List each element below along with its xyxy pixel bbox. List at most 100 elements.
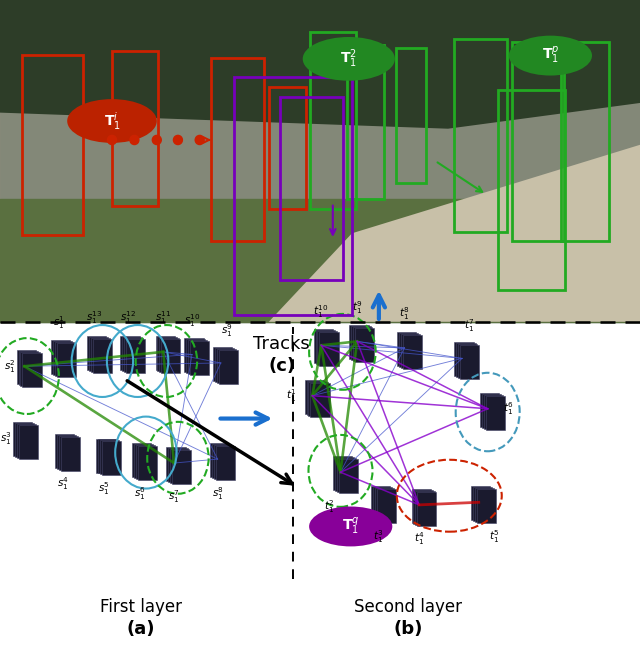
FancyBboxPatch shape [210, 443, 229, 477]
FancyBboxPatch shape [308, 382, 328, 416]
Text: $\mathbf{T}_1^q$: $\mathbf{T}_1^q$ [342, 516, 360, 537]
FancyBboxPatch shape [138, 446, 157, 480]
FancyBboxPatch shape [412, 489, 431, 523]
FancyBboxPatch shape [184, 339, 204, 373]
FancyBboxPatch shape [55, 434, 74, 468]
Text: $s_1^8$: $s_1^8$ [212, 485, 223, 502]
Text: Tracks: Tracks [253, 335, 310, 353]
FancyBboxPatch shape [170, 449, 189, 483]
Text: $t_1^6$: $t_1^6$ [502, 400, 514, 417]
FancyBboxPatch shape [401, 334, 420, 368]
Text: $s_1^5$: $s_1^5$ [98, 480, 109, 497]
FancyBboxPatch shape [454, 343, 474, 377]
Text: First layer: First layer [100, 598, 182, 616]
FancyBboxPatch shape [87, 336, 106, 370]
FancyBboxPatch shape [157, 337, 177, 371]
Text: (c): (c) [268, 357, 295, 375]
FancyBboxPatch shape [19, 425, 38, 459]
Polygon shape [269, 145, 640, 322]
FancyBboxPatch shape [307, 381, 326, 415]
Ellipse shape [509, 35, 592, 76]
Text: $t_1^4$: $t_1^4$ [413, 530, 425, 547]
FancyBboxPatch shape [57, 343, 76, 377]
Text: Second layer: Second layer [355, 598, 462, 616]
FancyBboxPatch shape [17, 424, 36, 458]
FancyBboxPatch shape [20, 352, 40, 386]
FancyBboxPatch shape [120, 336, 140, 370]
Text: $t_1^9$: $t_1^9$ [351, 299, 363, 316]
FancyBboxPatch shape [471, 487, 490, 521]
FancyBboxPatch shape [100, 441, 119, 475]
FancyBboxPatch shape [136, 445, 155, 479]
FancyBboxPatch shape [124, 337, 143, 371]
FancyBboxPatch shape [473, 487, 492, 521]
Text: $s_1^6$: $s_1^6$ [134, 485, 145, 502]
FancyBboxPatch shape [219, 350, 238, 384]
Text: $t_1^8$: $t_1^8$ [399, 305, 410, 322]
FancyBboxPatch shape [484, 395, 503, 429]
FancyBboxPatch shape [132, 443, 151, 477]
FancyBboxPatch shape [91, 337, 110, 371]
Circle shape [152, 135, 161, 145]
FancyBboxPatch shape [217, 349, 236, 383]
FancyBboxPatch shape [317, 332, 337, 365]
FancyBboxPatch shape [339, 459, 358, 493]
Circle shape [173, 135, 182, 145]
FancyBboxPatch shape [159, 337, 179, 371]
FancyBboxPatch shape [456, 343, 476, 377]
FancyBboxPatch shape [188, 341, 207, 374]
FancyBboxPatch shape [93, 339, 112, 373]
FancyBboxPatch shape [333, 456, 352, 490]
FancyBboxPatch shape [480, 392, 499, 427]
FancyBboxPatch shape [17, 351, 36, 385]
FancyBboxPatch shape [57, 435, 76, 469]
FancyBboxPatch shape [172, 450, 191, 484]
Text: $s_1^7$: $s_1^7$ [168, 489, 180, 506]
Text: $t_1^7$: $t_1^7$ [465, 317, 475, 334]
FancyBboxPatch shape [375, 488, 394, 522]
Text: $\mathbf{T}_1^p$: $\mathbf{T}_1^p$ [541, 45, 559, 66]
Circle shape [195, 135, 204, 145]
Circle shape [130, 135, 139, 145]
Text: $s_1^3$: $s_1^3$ [1, 430, 12, 447]
FancyBboxPatch shape [316, 330, 335, 364]
FancyBboxPatch shape [314, 330, 333, 364]
FancyBboxPatch shape [134, 444, 153, 478]
Ellipse shape [303, 37, 395, 80]
FancyBboxPatch shape [377, 489, 396, 523]
FancyBboxPatch shape [161, 339, 180, 373]
FancyBboxPatch shape [353, 328, 372, 361]
Text: $s_1^2$: $s_1^2$ [4, 358, 15, 375]
FancyBboxPatch shape [335, 457, 354, 491]
FancyBboxPatch shape [213, 347, 232, 381]
FancyBboxPatch shape [15, 423, 34, 457]
Ellipse shape [67, 99, 157, 143]
Circle shape [108, 135, 116, 145]
Text: $s_1^{12}$: $s_1^{12}$ [120, 309, 136, 326]
FancyBboxPatch shape [126, 339, 145, 373]
Text: $\mathbf{T}_1^i$: $\mathbf{T}_1^i$ [104, 110, 120, 132]
Text: $t_1^3$: $t_1^3$ [373, 528, 385, 545]
FancyBboxPatch shape [190, 341, 209, 375]
Text: $s_1^{11}$: $s_1^{11}$ [155, 309, 172, 326]
FancyBboxPatch shape [458, 344, 477, 378]
FancyBboxPatch shape [216, 446, 235, 480]
FancyBboxPatch shape [212, 444, 231, 478]
FancyBboxPatch shape [59, 436, 78, 470]
Text: $s_1^1$: $s_1^1$ [53, 314, 65, 331]
Text: (b): (b) [394, 620, 423, 638]
FancyBboxPatch shape [186, 339, 205, 373]
FancyBboxPatch shape [13, 422, 32, 456]
FancyBboxPatch shape [403, 335, 422, 369]
FancyBboxPatch shape [371, 487, 390, 521]
FancyBboxPatch shape [417, 492, 436, 526]
FancyBboxPatch shape [168, 448, 188, 482]
FancyBboxPatch shape [482, 394, 501, 428]
FancyBboxPatch shape [355, 328, 374, 362]
FancyBboxPatch shape [19, 351, 38, 385]
FancyBboxPatch shape [305, 379, 324, 414]
Polygon shape [0, 0, 640, 129]
FancyBboxPatch shape [122, 337, 141, 371]
Text: $s_1^4$: $s_1^4$ [57, 475, 68, 492]
FancyBboxPatch shape [349, 326, 369, 360]
